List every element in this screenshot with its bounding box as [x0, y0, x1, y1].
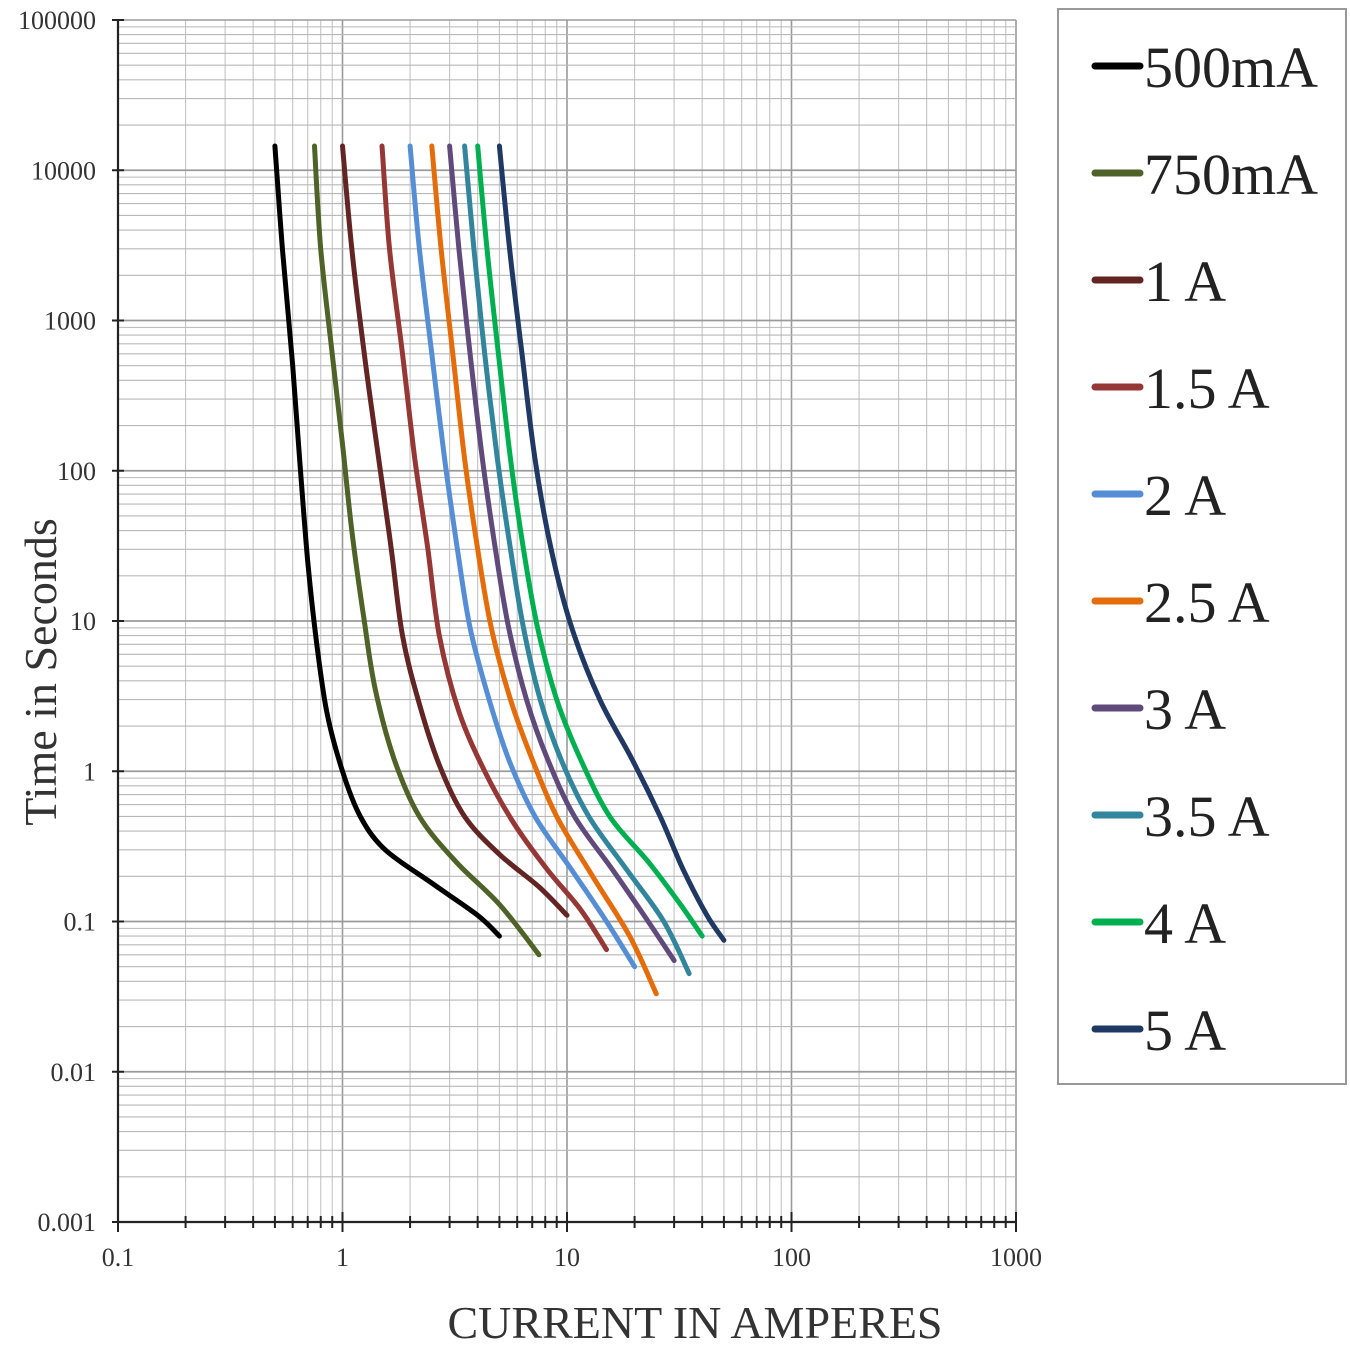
series-line [379, 143, 609, 953]
series-line [447, 143, 677, 963]
legend-label: 5 A [1144, 998, 1226, 1063]
y-tick-label: 100 [57, 457, 96, 486]
series-line [312, 143, 542, 958]
legend-label: 500mA [1144, 35, 1318, 100]
legend-label: 3 A [1144, 677, 1226, 742]
y-tick-labels: 0.001 0.01 0.1 1 10 100 1000 10000 100000 [18, 6, 96, 1237]
y-tick-label: 10 [70, 607, 96, 636]
series-line [340, 143, 570, 918]
y-tick-label: 0.1 [64, 908, 97, 937]
y-tick-label: 100000 [18, 6, 96, 35]
legend-label: 1 A [1144, 249, 1226, 314]
series-line [407, 143, 638, 970]
x-tick-label: 1000 [990, 1243, 1042, 1272]
legend-items: 500mA 750mA 1 A 1.5 A 2 A 2.5 A 3 A 3.5 A 4 A 5 A [1091, 35, 1318, 1063]
x-tick-label: 10 [554, 1243, 580, 1272]
series-line [475, 143, 705, 939]
legend: 500mA 750mA 1 A 1.5 A 2 A 2.5 A 3 A 3.5 A 4 A 5 A [1057, 8, 1347, 1085]
legend-label: 4 A [1144, 891, 1226, 956]
series-line [462, 143, 692, 977]
y-tick-label: 10000 [31, 156, 96, 185]
y-tick-label: 0.001 [38, 1208, 97, 1237]
series-curves [272, 143, 727, 997]
plot-axes [112, 19, 1017, 1232]
x-tick-label: 1 [336, 1243, 349, 1272]
y-tick-label: 1 [83, 757, 96, 786]
series-line [496, 143, 727, 943]
legend-label: 2 A [1144, 463, 1226, 528]
legend-label: 750mA [1144, 142, 1318, 207]
legend-label: 1.5 A [1144, 356, 1270, 421]
x-tick-label: 100 [772, 1243, 811, 1272]
x-tick-labels: 0.1 1 10 100 1000 [102, 1243, 1042, 1272]
legend-label: 2.5 A [1144, 570, 1270, 635]
x-axis-title: CURRENT IN AMPERES [447, 1297, 942, 1346]
legend-label: 3.5 A [1144, 784, 1270, 849]
y-tick-label: 0.01 [51, 1058, 97, 1087]
y-axis-title: Time in Seconds [15, 518, 66, 826]
y-tick-label: 1000 [44, 307, 96, 336]
series-line [429, 143, 659, 997]
x-tick-label: 0.1 [102, 1243, 135, 1272]
legend-box [1057, 8, 1347, 1085]
series-line [272, 143, 502, 939]
